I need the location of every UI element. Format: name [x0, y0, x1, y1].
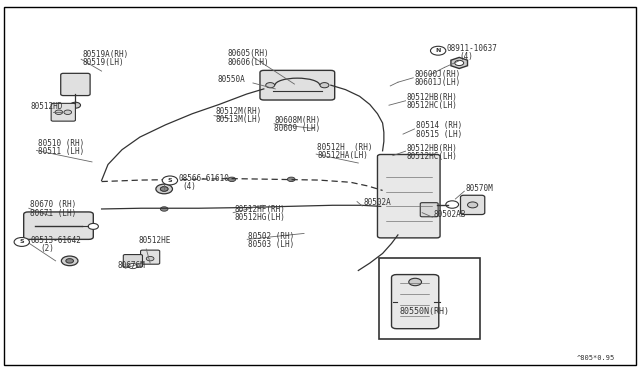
Circle shape [70, 102, 81, 108]
Text: 80513M(LH): 80513M(LH) [215, 115, 262, 125]
Circle shape [266, 83, 275, 88]
Circle shape [446, 201, 459, 208]
FancyBboxPatch shape [141, 250, 160, 264]
Text: 80605(RH): 80605(RH) [227, 49, 269, 58]
Circle shape [55, 110, 63, 115]
FancyBboxPatch shape [61, 73, 90, 96]
Circle shape [64, 110, 72, 115]
Text: 80512HA(LH): 80512HA(LH) [317, 151, 369, 160]
Circle shape [156, 184, 173, 194]
Circle shape [88, 224, 99, 230]
FancyBboxPatch shape [461, 195, 484, 215]
Circle shape [467, 202, 477, 208]
Text: 80519A(RH): 80519A(RH) [83, 50, 129, 59]
Text: 08911-10637: 08911-10637 [447, 44, 497, 53]
Circle shape [228, 177, 236, 182]
Text: 08566-61610: 08566-61610 [178, 174, 229, 183]
Circle shape [409, 278, 422, 286]
Text: 80512HB(RH): 80512HB(RH) [407, 93, 458, 102]
Text: N: N [435, 48, 441, 53]
Text: 80670 (RH): 80670 (RH) [30, 201, 76, 209]
Text: 80671 (LH): 80671 (LH) [30, 208, 76, 218]
FancyBboxPatch shape [24, 212, 93, 239]
Circle shape [147, 256, 154, 261]
Text: 80606(LH): 80606(LH) [227, 58, 269, 67]
FancyBboxPatch shape [124, 254, 143, 267]
Text: 80570M: 80570M [466, 184, 493, 193]
Text: 80601J(LH): 80601J(LH) [415, 78, 461, 87]
Text: S: S [19, 240, 24, 244]
Text: 80512HE: 80512HE [139, 235, 171, 244]
Text: 80550A: 80550A [218, 75, 246, 84]
Text: 80550N(RH): 80550N(RH) [399, 307, 449, 317]
Circle shape [431, 46, 446, 55]
Text: 80502AB: 80502AB [434, 209, 466, 219]
Text: (4): (4) [460, 52, 473, 61]
Text: 80676M: 80676M [118, 261, 145, 270]
FancyBboxPatch shape [392, 275, 439, 329]
Text: 80503 (LH): 80503 (LH) [248, 240, 295, 249]
Circle shape [14, 237, 29, 246]
Text: 08513-61642: 08513-61642 [30, 235, 81, 244]
Circle shape [455, 60, 464, 65]
Text: 80608M(RH): 80608M(RH) [274, 116, 320, 125]
Text: (4): (4) [182, 182, 196, 191]
Circle shape [161, 187, 168, 191]
Text: 80514 (RH): 80514 (RH) [416, 121, 462, 131]
Text: 80512M(RH): 80512M(RH) [215, 108, 262, 116]
Text: 80511 (LH): 80511 (LH) [38, 147, 84, 156]
Circle shape [287, 177, 295, 182]
Text: 80609 (LH): 80609 (LH) [274, 124, 320, 133]
Circle shape [161, 187, 168, 191]
FancyBboxPatch shape [378, 154, 440, 238]
Circle shape [161, 207, 168, 211]
Text: 80512HC(LH): 80512HC(LH) [407, 152, 458, 161]
Circle shape [61, 256, 78, 266]
Circle shape [163, 176, 177, 185]
FancyBboxPatch shape [420, 203, 438, 217]
Text: 80515 (LH): 80515 (LH) [416, 129, 462, 138]
Text: 80519(LH): 80519(LH) [83, 58, 124, 67]
Text: S: S [168, 178, 172, 183]
Text: (2): (2) [40, 244, 54, 253]
Text: 80512HD: 80512HD [30, 102, 63, 111]
Text: 80512HG(LH): 80512HG(LH) [234, 213, 285, 222]
Circle shape [66, 259, 74, 263]
Text: 80512H  (RH): 80512H (RH) [317, 143, 373, 152]
FancyBboxPatch shape [260, 70, 335, 100]
Text: 80502A: 80502A [364, 199, 391, 208]
Text: 80502 (RH): 80502 (RH) [248, 232, 295, 241]
Circle shape [129, 263, 138, 269]
Text: 80512HF(RH): 80512HF(RH) [234, 205, 285, 214]
Bar [379, 258, 479, 339]
Text: 80512HC(LH): 80512HC(LH) [407, 102, 458, 110]
Text: ^805*0.95: ^805*0.95 [577, 355, 615, 361]
Text: 80600J(RH): 80600J(RH) [415, 70, 461, 79]
Text: 80510 (RH): 80510 (RH) [38, 139, 84, 148]
Text: 80512HB(RH): 80512HB(RH) [407, 144, 458, 153]
FancyBboxPatch shape [51, 103, 76, 121]
Circle shape [320, 83, 329, 88]
